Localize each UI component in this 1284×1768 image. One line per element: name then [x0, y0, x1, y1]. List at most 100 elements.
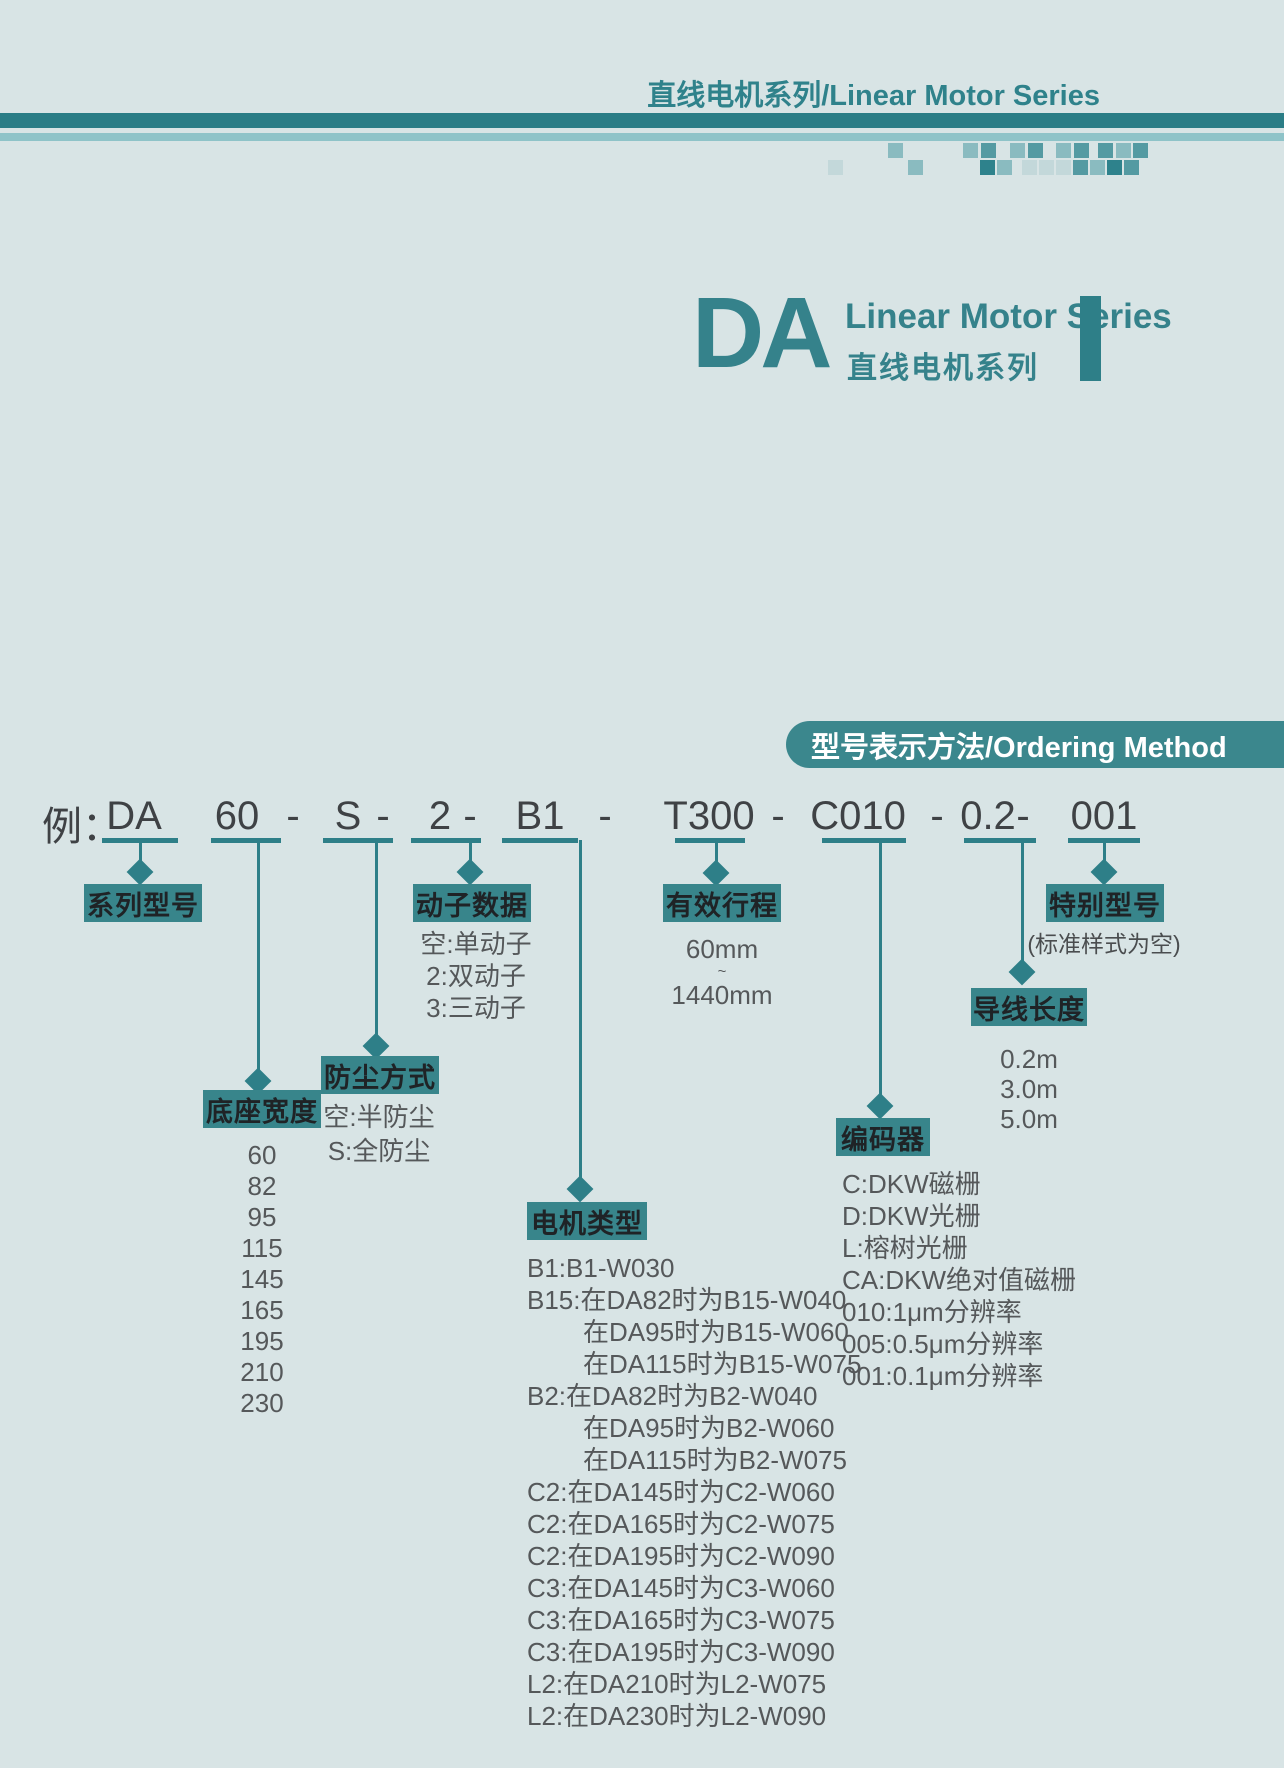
option-item-mover: 空:单动子 [420, 929, 532, 959]
option-item-dustproof: S:全防尘 [327, 1136, 431, 1166]
mosaic-square [1074, 143, 1089, 158]
field-label-motor-type: 电机类型 [531, 1208, 643, 1239]
field-options-stroke: 60mm ~1440mm [671, 934, 772, 1010]
example-dash: - [463, 794, 477, 838]
option-item-encoder: 001:0.1μm分辨率 [842, 1361, 1044, 1391]
leader-line-special [1102, 840, 1106, 861]
series-code-title: DA [692, 277, 832, 389]
option-item-base-width: 145 [240, 1264, 284, 1294]
option-item-encoder: C:DKW磁栅 [842, 1169, 981, 1199]
example-segment-60: 60 [214, 794, 260, 838]
ordering-method-banner-label: 型号表示方法/Ordering Method [811, 731, 1227, 764]
option-item-encoder: CA:DKW绝对值磁栅 [842, 1265, 1077, 1295]
option-item-stroke: 60mm [685, 934, 759, 964]
mosaic-square [1116, 143, 1131, 158]
mosaic-square [1124, 160, 1139, 175]
option-item-wire-length: 0.2m [1000, 1044, 1058, 1074]
series-title-en: Linear Motor Series [845, 297, 1172, 336]
divider-bar-dark [0, 113, 1284, 128]
option-item-base-width: 60 [247, 1140, 277, 1170]
title-accent-bar [1080, 296, 1101, 381]
option-item-special: (标准样式为空) [1027, 931, 1181, 957]
mosaic-square [1022, 160, 1037, 175]
diamond-marker-encoder [866, 1092, 894, 1120]
example-segment-C010: C010 [810, 794, 906, 838]
option-item-motor-type: B15:在DA82时为B15-W040 [527, 1285, 847, 1315]
example-dash: - [771, 794, 785, 838]
example-segment-B1: B1 [515, 794, 565, 838]
field-box-mover: 动子数据 [413, 884, 531, 922]
option-item-motor-type: L2:在DA210时为L2-W075 [527, 1669, 827, 1699]
diamond-marker-wire-length [1008, 958, 1036, 986]
option-item-motor-type: B2:在DA82时为B2-W040 [527, 1381, 818, 1411]
option-item-stroke: 1440mm [671, 980, 773, 1010]
field-label-base-width: 底座宽度 [206, 1096, 318, 1127]
option-item-wire-length: 5.0m [1000, 1104, 1058, 1134]
option-item-base-width: 165 [240, 1295, 284, 1325]
leader-line-wire-length [1020, 840, 1024, 961]
example-segment-T300: T300 [663, 794, 755, 838]
option-item-encoder: D:DKW光栅 [842, 1201, 981, 1231]
example-segment-S: S [334, 794, 362, 838]
option-item-mover: 3:三动子 [426, 993, 526, 1023]
series-title-zh: 直线电机系列 [847, 352, 1039, 385]
field-label-special: 特别型号 [1049, 890, 1161, 921]
option-item-encoder: L:榕树光栅 [842, 1233, 968, 1263]
option-item-motor-type: 在DA115时为B2-W075 [583, 1445, 847, 1475]
divider-bar-light [0, 133, 1284, 141]
leader-line-stroke [714, 840, 718, 862]
field-box-motor-type: 电机类型 [527, 1202, 647, 1240]
example-dash: - [1016, 794, 1030, 838]
field-options-dustproof: 空:半防尘 S:全防尘 [323, 1100, 434, 1168]
leader-underline-mover [411, 838, 481, 843]
leader-underline-wire-length [964, 838, 1036, 843]
example-segment-0.2: 0.2 [960, 794, 1016, 838]
example-segment-001: 001 [1070, 794, 1138, 838]
leader-underline-dustproof [323, 838, 393, 843]
leader-underline-base-width [211, 838, 281, 843]
option-item-motor-type: C2:在DA145时为C2-W060 [527, 1477, 835, 1507]
mosaic-square [1090, 160, 1105, 175]
mosaic-square [1073, 160, 1088, 175]
field-label-encoder: 编码器 [841, 1124, 925, 1155]
option-item-stroke: ~ [717, 963, 727, 980]
option-item-motor-type: C2:在DA165时为C2-W075 [527, 1509, 835, 1539]
option-item-motor-type: C2:在DA195时为C2-W090 [527, 1541, 835, 1571]
field-options-motor-type: B1:B1-W030 B15:在DA82时为B15-W040 在DA95时为B15-… [527, 1252, 861, 1732]
field-label-mover: 动子数据 [416, 890, 528, 921]
leader-underline-stroke [675, 838, 745, 843]
mosaic-square [1039, 160, 1054, 175]
mosaic-square [1028, 143, 1043, 158]
option-item-base-width: 115 [241, 1233, 283, 1263]
leader-line-mover [468, 840, 472, 861]
example-dash: - [286, 794, 300, 838]
field-box-base-width: 底座宽度 [203, 1090, 321, 1128]
leader-line-base-width [256, 840, 260, 1070]
field-box-special: 特别型号 [1046, 884, 1164, 922]
mosaic-square [963, 143, 978, 158]
mosaic-square [980, 160, 995, 175]
example-segment-2: 2 [428, 794, 452, 838]
diamond-marker-special [1090, 858, 1118, 886]
option-item-base-width: 210 [240, 1357, 284, 1387]
mosaic-square [1056, 160, 1071, 175]
mosaic-square [981, 143, 996, 158]
example-dash: - [376, 794, 390, 838]
mosaic-square [1133, 143, 1148, 158]
mosaic-square [997, 160, 1012, 175]
mosaic-square [1098, 143, 1113, 158]
option-item-encoder: 010:1μm分辨率 [842, 1297, 1022, 1327]
field-options-special: (标准样式为空) [1027, 929, 1180, 959]
mosaic-square [1107, 160, 1122, 175]
diamond-marker-motor-type [566, 1175, 594, 1203]
option-item-mover: 2:双动子 [426, 961, 526, 991]
leader-line-encoder [878, 840, 882, 1095]
diamond-marker-stroke [702, 859, 730, 887]
mosaic-square [908, 160, 923, 175]
leader-underline-encoder [822, 838, 906, 843]
option-item-base-width: 95 [247, 1202, 277, 1232]
option-item-dustproof: 空:半防尘 [323, 1102, 435, 1132]
option-item-motor-type: C3:在DA145时为C3-W060 [527, 1573, 835, 1603]
leader-line-series [138, 840, 142, 861]
field-options-encoder: C:DKW磁栅 D:DKW光栅 L:榕树光栅 CA:DKW绝对值磁栅 010:1μm分辨… [842, 1168, 1076, 1392]
